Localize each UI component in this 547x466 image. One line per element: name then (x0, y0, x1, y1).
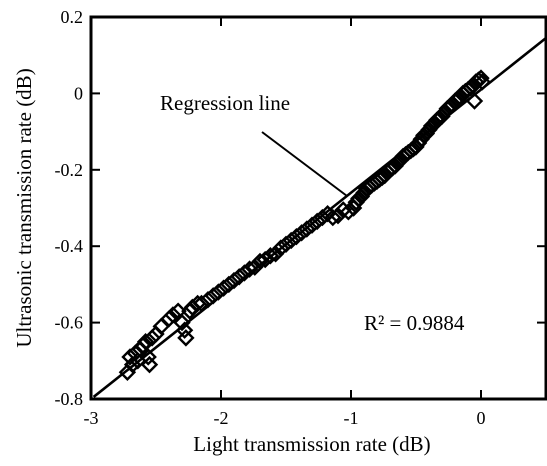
data-point (292, 224, 311, 242)
data-point (139, 348, 157, 366)
x-tick-label: -3 (84, 408, 99, 428)
data-point (347, 193, 365, 211)
y-tick-label: 0.2 (61, 7, 84, 27)
data-point (136, 333, 155, 351)
y-tick-label: -0.2 (55, 160, 84, 180)
data-point (173, 313, 191, 332)
data-point (308, 212, 326, 231)
data-point (134, 336, 152, 355)
data-point (140, 355, 159, 374)
y-tick-label: -0.8 (55, 389, 84, 409)
regression-line-label: Regression line (160, 91, 290, 115)
data-point (225, 271, 243, 290)
data-point (282, 231, 300, 250)
x-axis-title: Light transmission rate (dB) (193, 432, 430, 456)
data-point (240, 260, 259, 278)
regression-line (92, 36, 547, 398)
data-point (121, 348, 139, 366)
y-tick-label: -0.4 (55, 236, 84, 256)
data-point (339, 203, 358, 221)
data-point (230, 268, 248, 286)
data-point (235, 264, 254, 282)
data-point (177, 329, 195, 347)
plot-frame (89, 15, 547, 401)
y-tick-label: 0 (74, 83, 83, 103)
x-tick-label: -2 (214, 408, 229, 428)
x-tick-label: 0 (477, 408, 486, 428)
data-point (303, 216, 321, 234)
x-tick-label: -1 (344, 408, 359, 428)
r-squared-label: R² = 0.9884 (364, 311, 465, 335)
data-point (386, 157, 404, 175)
data-point (324, 208, 342, 227)
regression-leader-line (261, 131, 348, 197)
data-point (412, 130, 430, 148)
data-point (164, 306, 182, 324)
data-point (220, 275, 238, 294)
data-point (472, 69, 490, 87)
data-point (160, 310, 178, 328)
data-point (251, 252, 269, 271)
data-point (266, 245, 285, 263)
tick-layer: -3 -2 -1 0 -0.8 -0.6 -0.4 -0.2 0 0.2 (55, 7, 546, 428)
data-point (287, 227, 306, 246)
data-point (298, 220, 316, 238)
data-point (143, 329, 161, 347)
y-axis-title: Ultrasonic transmission rate (dB) (12, 68, 36, 347)
y-tick-label: -0.6 (55, 313, 84, 333)
